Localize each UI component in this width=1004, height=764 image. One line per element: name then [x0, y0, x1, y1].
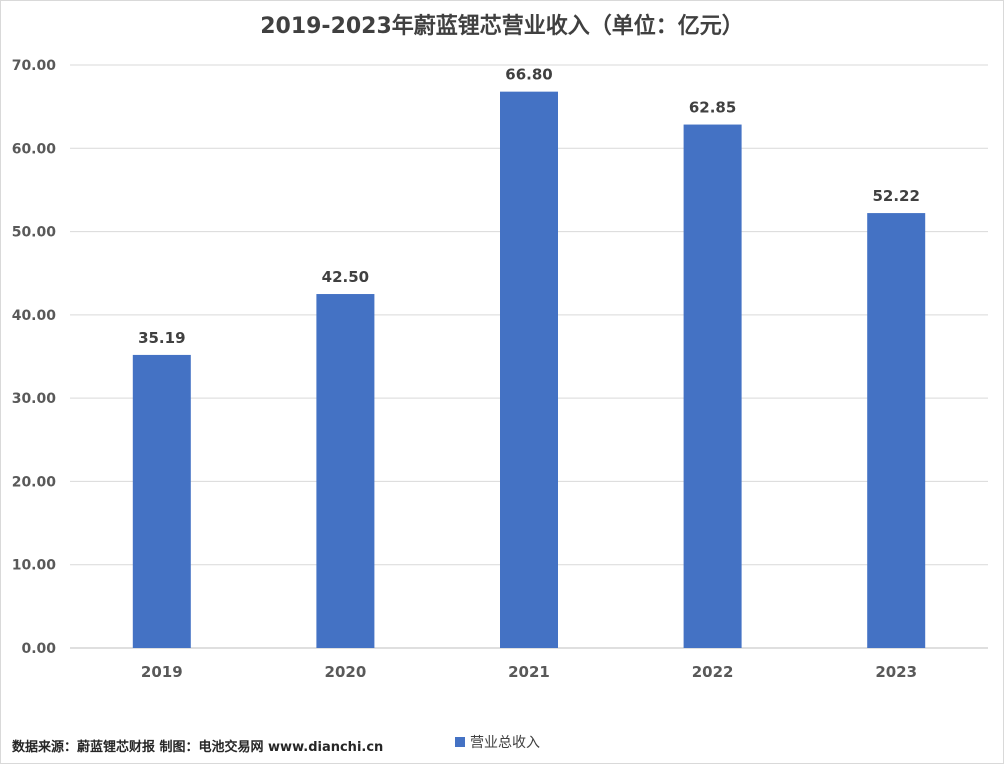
y-tick-label: 60.00: [12, 141, 57, 157]
y-tick-label: 20.00: [12, 474, 57, 490]
x-tick-label: 2022: [692, 663, 734, 681]
bar: [316, 294, 375, 648]
source-note: 数据来源：蔚蓝锂芯财报 制图：电池交易网 www.dianchi.cn: [12, 740, 384, 755]
data-label: 62.85: [689, 99, 736, 117]
bar: [867, 213, 926, 648]
legend-swatch: [455, 737, 465, 747]
bar: [500, 91, 558, 648]
data-label: 66.80: [505, 66, 552, 84]
y-tick-label: 70.00: [12, 58, 57, 74]
y-tick-label: 40.00: [12, 308, 57, 324]
bar: [683, 124, 742, 648]
x-tick-label: 2023: [875, 663, 917, 681]
data-label: 35.19: [138, 329, 185, 347]
y-tick-label: 30.00: [12, 391, 57, 407]
legend: 营业总收入: [455, 732, 540, 752]
x-tick-label: 2020: [325, 663, 367, 681]
x-tick-label: 2019: [141, 663, 183, 681]
y-tick-label: 0.00: [21, 641, 56, 657]
y-tick-label: 50.00: [12, 225, 57, 241]
bar: [132, 354, 191, 648]
x-tick-label: 2021: [508, 663, 550, 681]
chart-title: 2019-2023年蔚蓝锂芯营业收入（单位：亿元）: [260, 14, 744, 39]
legend-label: 营业总收入: [470, 735, 540, 751]
y-tick-label: 10.00: [12, 558, 57, 574]
data-label: 42.50: [322, 268, 369, 286]
data-label: 52.22: [872, 187, 919, 205]
